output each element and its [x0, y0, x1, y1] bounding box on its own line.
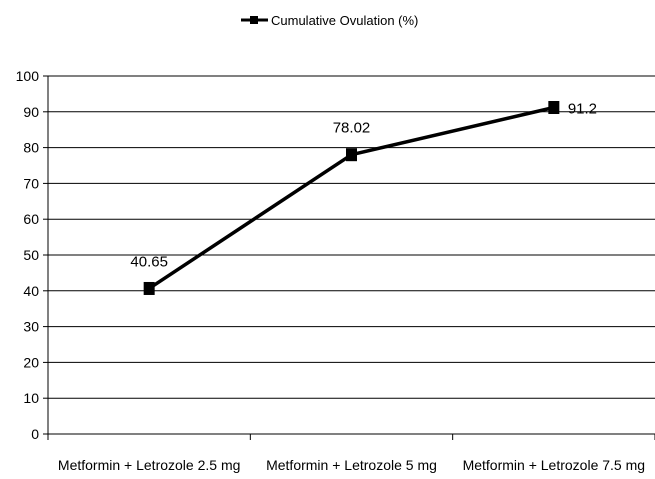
data-point-1 — [346, 148, 357, 162]
data-label-2: 91.2 — [568, 101, 597, 118]
x-tick-label-2: Metformin + Letrozole 7.5 mg — [463, 457, 645, 473]
data-labels: 40.65 78.02 91.2 — [130, 101, 597, 271]
y-tick-label-60: 60 — [23, 211, 39, 227]
y-tick-label-40: 40 — [23, 283, 39, 299]
y-tick-label-0: 0 — [31, 426, 39, 442]
y-tick-label-30: 30 — [23, 319, 39, 335]
data-label-0: 40.65 — [130, 253, 168, 270]
y-tick-label-90: 90 — [23, 104, 39, 120]
y-tick-label-10: 10 — [23, 390, 39, 406]
y-tick-label-100: 100 — [16, 68, 40, 84]
data-label-1: 78.02 — [333, 120, 371, 137]
x-tick-label-0: Metformin + Letrozole 2.5 mg — [58, 457, 240, 473]
y-tick-label-80: 80 — [23, 140, 39, 156]
x-tick-labels: Metformin + Letrozole 2.5 mg Metformin + … — [58, 457, 645, 473]
legend-marker-swatch — [250, 16, 258, 24]
data-point-2 — [548, 101, 560, 115]
data-point-0 — [143, 281, 155, 295]
x-tick-label-1: Metformin + Letrozole 5 mg — [266, 457, 437, 473]
y-tick-labels: 0 10 20 30 40 50 60 70 80 90 100 — [16, 68, 40, 442]
y-tick-label-50: 50 — [23, 247, 39, 263]
legend-label: Cumulative Ovulation (%) — [271, 13, 418, 28]
legend: Cumulative Ovulation (%) — [241, 13, 418, 28]
axes — [43, 75, 655, 440]
y-tick-label-20: 20 — [23, 354, 39, 370]
y-tick-label-70: 70 — [23, 175, 39, 191]
series-cumulative-ovulation — [143, 101, 560, 295]
